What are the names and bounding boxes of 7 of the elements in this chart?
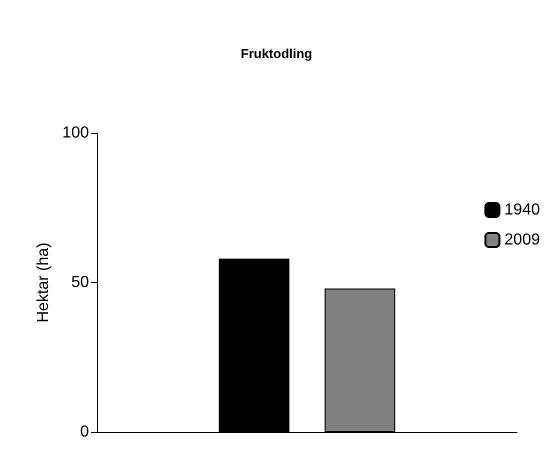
y-tick-label: 100 — [62, 124, 90, 142]
y-axis-title: Hektar (ha) — [34, 242, 52, 323]
y-tick-label: 50 — [71, 274, 90, 291]
legend-label: 2009 — [504, 232, 540, 248]
y-tick-label: 0 — [80, 424, 90, 440]
chart-title: Fruktodling — [240, 46, 312, 61]
legend-label: 1940 — [504, 202, 540, 218]
